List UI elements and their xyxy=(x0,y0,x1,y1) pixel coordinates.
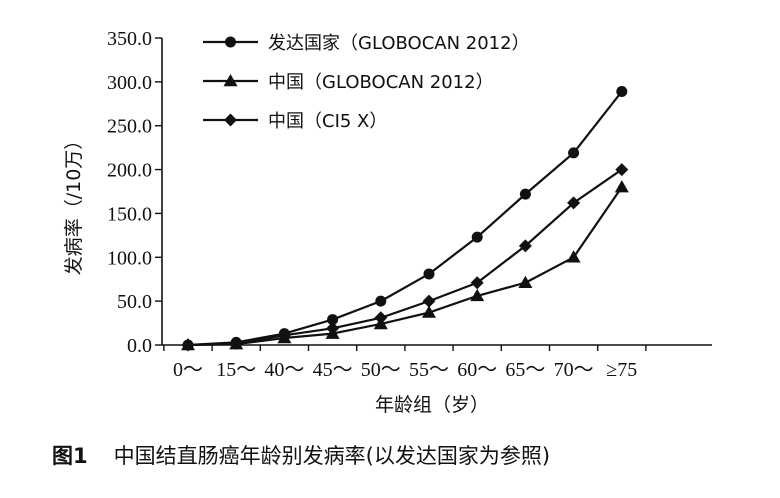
data-point-diamond xyxy=(181,338,195,352)
data-point-diamond xyxy=(277,328,291,342)
x-tick-label: 55～ xyxy=(409,359,449,381)
y-axis-title: 发病率（/10万） xyxy=(63,131,85,276)
y-axis: 0.0 50.0 100.0 150.0 200.0 250.0 300.0 350.0 xyxy=(107,28,163,357)
x-axis-title: 年龄组（岁） xyxy=(375,394,489,416)
y-tick-label: 100.0 xyxy=(107,247,152,269)
series-triangle xyxy=(181,180,629,351)
data-point-triangle xyxy=(422,305,436,318)
data-point-circle xyxy=(327,314,339,326)
caption-text: 中国结直肠癌年龄别发病率(以发达国家为参照) xyxy=(113,444,551,468)
y-tick-label: 150.0 xyxy=(107,203,152,225)
x-tick-label: 70～ xyxy=(554,359,594,381)
x-tick-label: 0～ xyxy=(173,359,203,381)
y-tick-label: 300.0 xyxy=(107,72,152,94)
legend-marker-triangle xyxy=(223,74,238,87)
y-tick-label: 350.0 xyxy=(107,28,152,50)
series-line xyxy=(187,168,623,347)
legend: 发达国家（GLOBOCAN 2012） 中国（GLOBOCAN 2012） 中国（C… xyxy=(203,33,530,132)
line-chart: 0.0 50.0 100.0 150.0 200.0 250.0 300.0 350.0 0～… xyxy=(63,28,712,416)
data-point-circle xyxy=(519,188,531,200)
legend-item: 中国（GLOBOCAN 2012） xyxy=(203,72,494,93)
y-tick-label: 0.0 xyxy=(127,335,152,357)
series-line xyxy=(187,90,623,347)
series-circle xyxy=(182,86,628,351)
legend-item: 中国（CI5 X） xyxy=(203,111,387,132)
data-point-circle xyxy=(616,86,628,98)
legend-label: 中国（GLOBOCAN 2012） xyxy=(268,72,494,93)
x-tick-label: 40～ xyxy=(264,359,304,381)
y-tick-label: 200.0 xyxy=(107,160,152,182)
data-point-diamond xyxy=(229,336,243,350)
x-axis: 0～ 15～ 40～ 45～ 50～ 55～ 60～ 65～ 70～ ≥75 xyxy=(162,344,712,381)
data-point-diamond xyxy=(470,276,484,290)
data-point-triangle xyxy=(566,250,581,263)
x-tick-label: 15～ xyxy=(216,359,256,381)
series-layer xyxy=(181,86,629,352)
data-point-triangle xyxy=(614,180,629,193)
x-tick-label: 50～ xyxy=(361,359,401,381)
y-tick-label: 250.0 xyxy=(107,116,152,138)
x-tick-label: 45～ xyxy=(313,359,353,381)
data-point-diamond xyxy=(326,321,340,335)
data-point-diamond xyxy=(422,294,436,308)
data-point-triangle xyxy=(518,275,533,288)
legend-label: 发达国家（GLOBOCAN 2012） xyxy=(268,33,530,54)
figure-caption: 图1 中国结直肠癌年龄别发病率(以发达国家为参照) xyxy=(52,440,550,470)
data-point-circle xyxy=(568,147,580,159)
data-point-diamond xyxy=(567,196,581,210)
x-tick-label: 65～ xyxy=(505,359,545,381)
data-point-circle xyxy=(375,295,387,307)
x-tick-label: 60～ xyxy=(457,359,497,381)
legend-marker-circle xyxy=(225,36,236,48)
legend-marker-diamond xyxy=(224,113,237,127)
data-point-diamond xyxy=(518,239,532,253)
x-tick-label: ≥75 xyxy=(606,359,637,381)
figure-number: 图1 xyxy=(52,444,88,468)
series-line xyxy=(187,186,623,347)
y-tick-label: 50.0 xyxy=(117,291,152,313)
legend-item: 发达国家（GLOBOCAN 2012） xyxy=(203,33,530,54)
data-point-circle xyxy=(471,231,483,243)
series-diamond xyxy=(181,163,629,352)
data-point-diamond xyxy=(615,163,629,177)
data-point-circle xyxy=(423,268,435,280)
legend-label: 中国（CI5 X） xyxy=(268,111,387,132)
data-point-triangle xyxy=(470,288,485,302)
data-point-diamond xyxy=(374,311,388,325)
